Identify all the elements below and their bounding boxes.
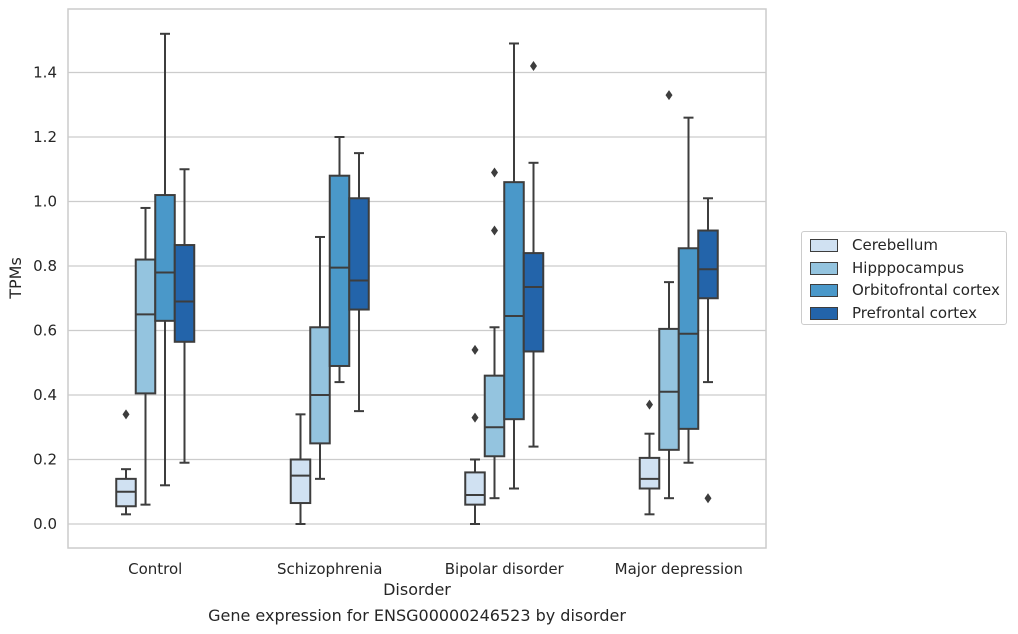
box-prefrontal-cortex <box>522 61 545 448</box>
box-hipppocampus <box>658 90 680 500</box>
y-tick-label: 0.0 <box>33 515 57 533</box>
legend-item-cerebellum: Cerebellum <box>810 235 938 255</box>
x-axis-label: Disorder <box>383 580 451 599</box>
iqr-box <box>154 194 176 322</box>
x-axis-ticks: Control Schizophrenia Bipolar disorder Majo… <box>128 560 743 578</box>
legend: Cerebellum Hipppocampus Orbitofrontal co… <box>801 231 1007 325</box>
legend-label: Prefrontal cortex <box>852 304 977 322</box>
legend-label: Hipppocampus <box>852 259 965 277</box>
y-tick-label: 1.2 <box>33 128 57 146</box>
box-prefrontal-cortex <box>173 168 196 464</box>
outlier-marker <box>704 493 712 504</box>
iqr-box <box>173 244 196 343</box>
box-hipppocampus <box>483 167 506 500</box>
legend-swatch <box>810 283 838 297</box>
outlier-marker <box>665 90 673 101</box>
chart-caption: Gene expression for ENSG00000246523 by d… <box>208 606 626 625</box>
iqr-box <box>697 229 719 300</box>
legend-label: Cerebellum <box>852 236 938 254</box>
y-tick-label: 1.4 <box>33 64 57 82</box>
box-orbitofrontal-cortex <box>154 32 176 487</box>
box-cerebellum <box>289 413 312 525</box>
legend-swatch <box>810 306 838 320</box>
y-tick-label: 0.6 <box>33 322 57 340</box>
iqr-box <box>658 327 680 451</box>
outlier-marker <box>491 167 498 178</box>
iqr-box <box>503 181 525 421</box>
outlier-marker <box>122 409 130 420</box>
box-cerebellum <box>115 409 137 516</box>
iqr-box <box>348 197 370 311</box>
y-axis-ticks: 0.0 0.2 0.4 0.6 0.8 1.0 1.2 1.4 <box>33 64 57 534</box>
box-cerebellum <box>464 344 486 525</box>
iqr-box <box>638 456 661 490</box>
box-orbitofrontal-cortex <box>677 116 700 464</box>
box-hipppocampus <box>309 235 331 480</box>
y-tick-label: 0.2 <box>33 451 57 469</box>
outlier-marker <box>646 399 653 410</box>
iqr-box <box>289 458 312 505</box>
outlier-marker <box>530 61 537 72</box>
y-tick-label: 1.0 <box>33 193 57 211</box>
x-tick-label: Bipolar disorder <box>445 560 565 578</box>
outlier-marker <box>471 412 479 423</box>
outlier-marker <box>491 225 498 236</box>
legend-label: Orbitofrontal cortex <box>852 281 1000 299</box>
iqr-box <box>328 174 351 367</box>
box-prefrontal-cortex <box>697 197 719 504</box>
legend-swatch <box>810 238 838 252</box>
iqr-box <box>677 247 700 430</box>
iqr-box <box>464 471 486 506</box>
box-cerebellum <box>638 399 661 516</box>
iqr-box <box>134 258 157 395</box>
box-prefrontal-cortex <box>348 152 370 413</box>
x-tick-label: Schizophrenia <box>277 560 382 578</box>
iqr-box <box>309 326 331 445</box>
y-tick-label: 0.4 <box>33 386 57 404</box>
y-axis-label: TPMs <box>6 257 25 300</box>
y-tick-label: 0.8 <box>33 257 57 275</box>
x-tick-label: Major depression <box>615 560 743 578</box>
legend-item-orbitofrontal-cortex: Orbitofrontal cortex <box>810 280 1000 300</box>
outlier-marker <box>471 344 479 355</box>
legend-swatch <box>810 261 838 275</box>
x-tick-label: Control <box>128 560 182 578</box>
legend-item-hippocampus: Hipppocampus <box>810 258 964 278</box>
iqr-box <box>522 252 545 353</box>
legend-item-prefrontal-cortex: Prefrontal cortex <box>810 303 977 323</box>
boxes-layer <box>115 32 719 525</box>
iqr-box <box>483 374 506 458</box>
box-hipppocampus <box>134 206 157 506</box>
